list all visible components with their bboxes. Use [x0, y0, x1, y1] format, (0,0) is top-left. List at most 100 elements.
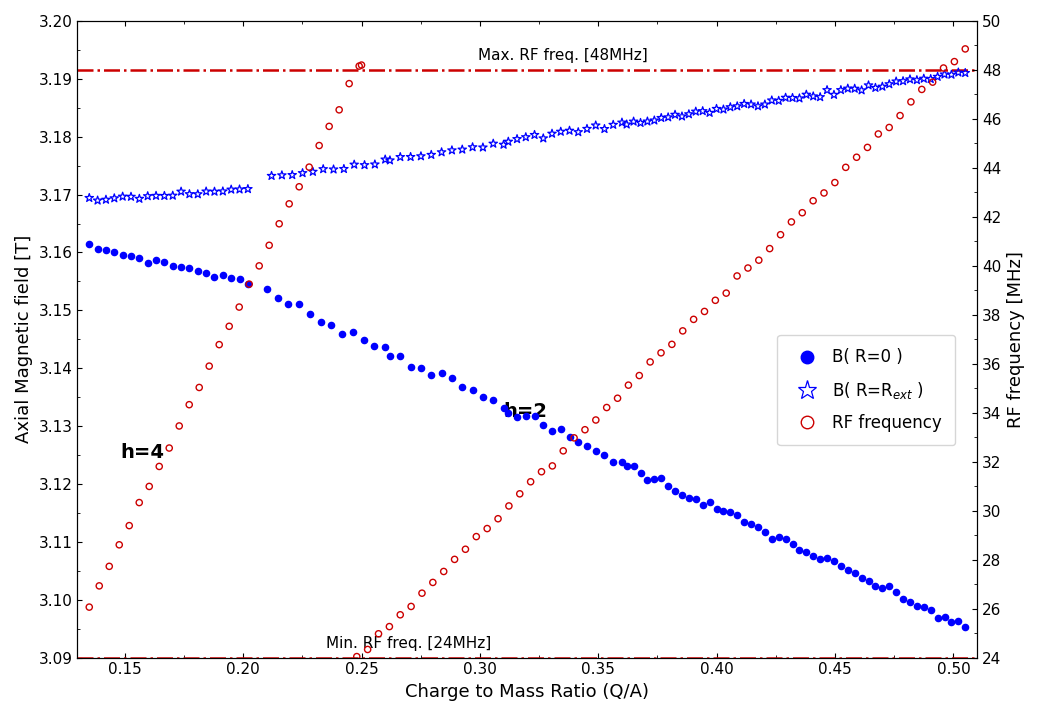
Point — [223, 184, 239, 195]
Y-axis label: RF frequency [MHz]: RF frequency [MHz] — [1007, 251, 1025, 427]
Point — [570, 127, 587, 138]
Point — [241, 279, 258, 290]
Point — [294, 168, 311, 179]
Point — [348, 651, 365, 662]
Point — [915, 601, 932, 613]
Point — [164, 261, 181, 272]
Point — [312, 316, 329, 328]
Point — [478, 523, 495, 534]
Point — [750, 100, 766, 112]
Point — [356, 334, 372, 346]
Point — [434, 147, 450, 158]
Point — [805, 195, 822, 206]
Point — [181, 262, 198, 274]
Point — [281, 198, 297, 210]
Point — [826, 89, 842, 100]
Y-axis label: Axial Magnetic field [T]: Axial Magnetic field [T] — [15, 235, 33, 443]
Point — [695, 499, 711, 511]
Point — [930, 71, 946, 82]
Point — [284, 169, 301, 180]
Text: Max. RF freq. [48MHz]: Max. RF freq. [48MHz] — [478, 48, 648, 63]
Point — [214, 269, 231, 281]
Point — [444, 145, 461, 156]
Point — [360, 644, 376, 655]
Point — [291, 298, 308, 309]
Point — [680, 492, 697, 503]
Point — [915, 73, 932, 84]
Point — [853, 84, 869, 96]
Point — [140, 480, 157, 492]
Point — [833, 84, 850, 96]
Point — [950, 615, 966, 626]
Point — [847, 83, 863, 95]
Point — [640, 116, 656, 127]
Point — [509, 411, 525, 422]
Point — [123, 250, 139, 261]
Point — [101, 561, 118, 572]
Point — [837, 162, 854, 173]
Point — [89, 195, 106, 206]
Point — [201, 360, 217, 372]
Point — [269, 292, 286, 304]
Point — [341, 78, 358, 90]
Point — [707, 294, 724, 306]
Point — [191, 382, 208, 393]
Point — [509, 133, 525, 145]
Point — [642, 356, 658, 367]
Point — [131, 252, 148, 263]
Point — [903, 96, 919, 107]
Point — [950, 67, 966, 78]
Point — [464, 384, 480, 395]
Point — [696, 306, 712, 317]
Point — [512, 488, 528, 500]
Point — [943, 616, 960, 628]
Point — [402, 361, 419, 372]
Point — [291, 181, 308, 193]
Point — [805, 91, 822, 102]
Point — [156, 190, 173, 202]
Point — [815, 188, 832, 199]
Point — [376, 154, 393, 165]
Point — [894, 75, 911, 87]
Point — [839, 83, 856, 95]
Point — [935, 62, 952, 74]
Point — [231, 274, 248, 285]
Point — [659, 480, 676, 492]
Point — [171, 420, 187, 432]
Point — [464, 142, 480, 153]
Point — [453, 144, 470, 155]
Point — [214, 185, 231, 197]
Point — [211, 339, 228, 350]
Point — [750, 521, 766, 532]
Point — [181, 188, 198, 200]
Text: h=4: h=4 — [120, 443, 164, 462]
Point — [743, 99, 759, 110]
Point — [121, 520, 137, 531]
Point — [231, 184, 248, 195]
Point — [674, 489, 691, 500]
Point — [535, 419, 551, 430]
Point — [653, 112, 670, 124]
Point — [891, 110, 908, 121]
Point — [946, 56, 963, 67]
Point — [98, 194, 114, 205]
Point — [436, 566, 452, 577]
Point — [495, 139, 512, 150]
Point — [888, 587, 905, 599]
Point — [370, 628, 387, 639]
Point — [687, 493, 704, 505]
Point — [763, 533, 780, 545]
Point — [350, 60, 367, 72]
Point — [674, 111, 691, 122]
Point — [106, 246, 123, 257]
Point — [156, 256, 173, 268]
Point — [957, 43, 973, 54]
Point — [223, 272, 239, 284]
Point — [354, 59, 370, 71]
Point — [189, 188, 206, 200]
Point — [909, 601, 926, 612]
Point — [794, 207, 810, 218]
Point — [495, 402, 512, 414]
Point — [756, 99, 773, 110]
Point — [424, 576, 441, 588]
